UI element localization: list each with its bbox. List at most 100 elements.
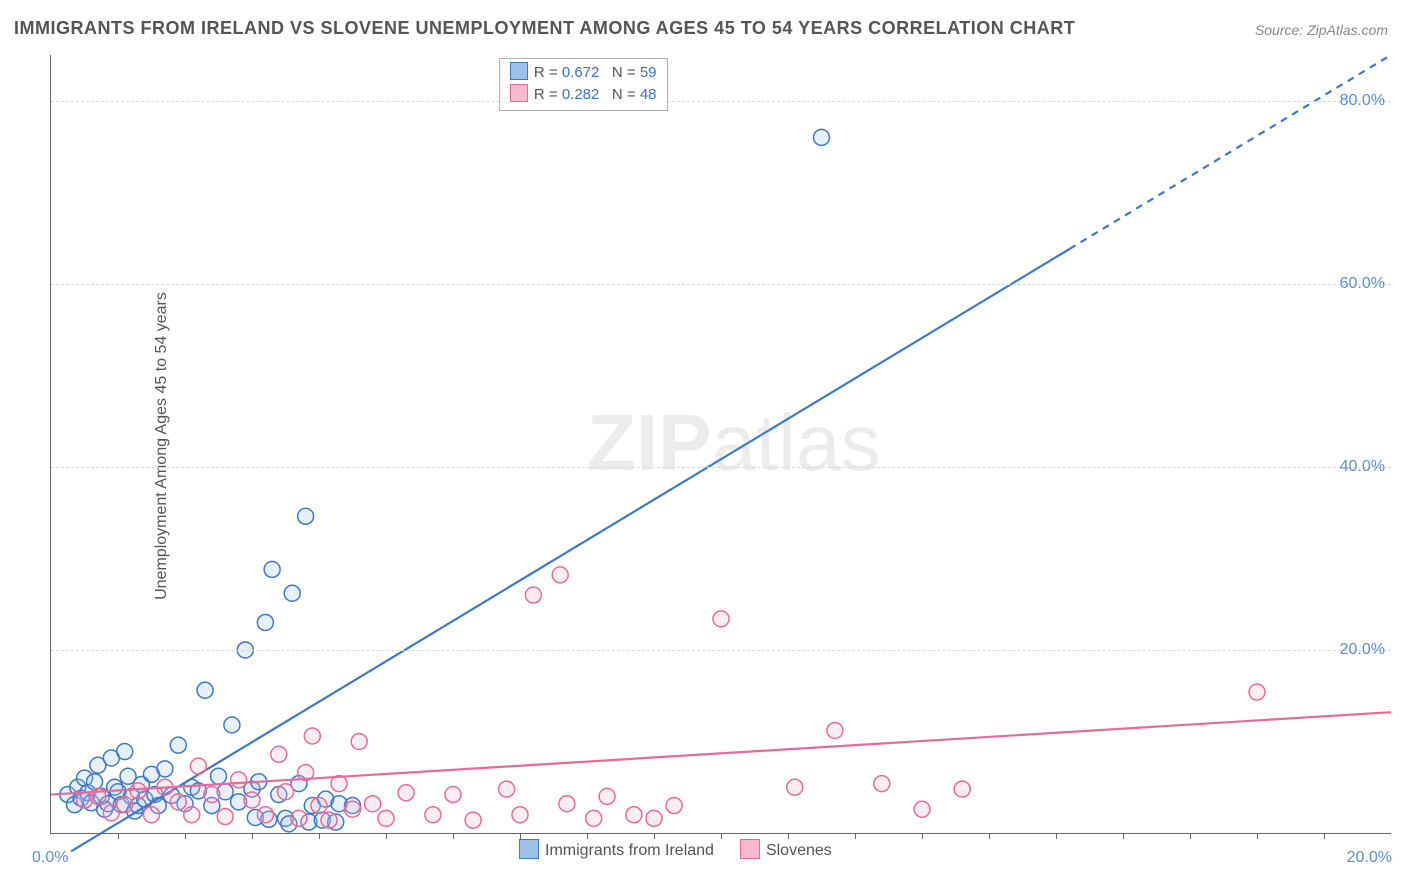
slovenes-point — [217, 809, 233, 825]
x-tick — [989, 833, 990, 839]
slovenes-point — [954, 781, 970, 797]
x-tick — [453, 833, 454, 839]
slovenes-point — [117, 797, 133, 813]
ireland-trendline-extrapolated — [1069, 55, 1391, 249]
x-tick — [1123, 833, 1124, 839]
x-tick — [319, 833, 320, 839]
ireland-point — [224, 717, 240, 733]
legend-series-label: Slovenes — [766, 842, 832, 859]
slovenes-point — [499, 781, 515, 797]
ireland-point — [197, 682, 213, 698]
ireland-point — [170, 737, 186, 753]
x-tick — [1257, 833, 1258, 839]
legend-swatch — [740, 839, 760, 859]
correlation-legend: R = 0.672 N = 59R = 0.282 N = 48 — [499, 58, 668, 111]
slovenes-point — [184, 807, 200, 823]
slovenes-point — [559, 796, 575, 812]
legend-row-slovenes: R = 0.282 N = 48 — [510, 84, 657, 106]
slovenes-point — [465, 812, 481, 828]
legend-r-label: R = — [534, 64, 562, 81]
legend-swatch — [510, 62, 528, 80]
slovenes-point — [599, 788, 615, 804]
chart-container: IMMIGRANTS FROM IRELAND VS SLOVENE UNEMP… — [0, 0, 1406, 892]
legend-item-slovenes: Slovenes — [740, 842, 832, 859]
legend-series-label: Immigrants from Ireland — [545, 842, 714, 859]
ireland-trendline — [71, 249, 1069, 851]
slovenes-point — [787, 779, 803, 795]
legend-n-value: 48 — [640, 86, 657, 103]
ireland-point — [284, 585, 300, 601]
slovenes-point — [291, 810, 307, 826]
slovenes-point — [278, 784, 294, 800]
y-tick-label: 20.0% — [1340, 641, 1385, 659]
slovenes-point — [244, 792, 260, 808]
slovenes-point — [646, 810, 662, 826]
slovenes-point — [398, 785, 414, 801]
slovenes-point — [626, 807, 642, 823]
y-tick-label: 80.0% — [1340, 92, 1385, 110]
y-tick-label: 60.0% — [1340, 275, 1385, 293]
ireland-point — [211, 768, 227, 784]
slovenes-point — [512, 807, 528, 823]
x-tick — [185, 833, 186, 839]
slovenes-point — [271, 746, 287, 762]
slovenes-point — [827, 722, 843, 738]
slovenes-point — [170, 794, 186, 810]
slovenes-point — [204, 787, 220, 803]
x-axis-end-label: 20.0% — [1347, 849, 1392, 867]
slovenes-point — [345, 801, 361, 817]
slovenes-point — [525, 587, 541, 603]
slovenes-point — [1249, 684, 1265, 700]
ireland-point — [264, 561, 280, 577]
legend-swatch — [510, 84, 528, 102]
legend-row-ireland: R = 0.672 N = 59 — [510, 62, 657, 84]
legend-n-label: N = — [612, 64, 640, 81]
slovenes-point — [586, 810, 602, 826]
legend-r-value: 0.672 — [562, 64, 600, 81]
x-tick — [252, 833, 253, 839]
ireland-point — [298, 508, 314, 524]
ireland-point — [87, 774, 103, 790]
slovenes-point — [914, 801, 930, 817]
ireland-point — [157, 761, 173, 777]
slovenes-point — [351, 733, 367, 749]
y-tick-label: 40.0% — [1340, 458, 1385, 476]
slovenes-point — [144, 807, 160, 823]
x-axis-origin-label: 0.0% — [32, 849, 68, 867]
ireland-point — [117, 744, 133, 760]
legend-r-label: R = — [534, 86, 562, 103]
legend-n-value: 59 — [640, 64, 657, 81]
plot-svg — [51, 55, 1391, 833]
x-tick — [922, 833, 923, 839]
slovenes-point — [321, 812, 337, 828]
slovenes-point — [130, 783, 146, 799]
x-tick — [386, 833, 387, 839]
x-tick — [1190, 833, 1191, 839]
slovenes-point — [365, 796, 381, 812]
legend-swatch — [519, 839, 539, 859]
legend-n-label: N = — [612, 86, 640, 103]
x-tick — [118, 833, 119, 839]
legend-r-value: 0.282 — [562, 86, 600, 103]
slovenes-point — [445, 787, 461, 803]
legend-item-ireland: Immigrants from Ireland — [519, 842, 714, 859]
ireland-point — [814, 129, 830, 145]
gridline — [51, 650, 1391, 651]
slovenes-trendline — [51, 712, 1391, 794]
x-tick — [1056, 833, 1057, 839]
plot-area: ZIPatlas 20.0%40.0%60.0%80.0% — [50, 55, 1391, 834]
slovenes-point — [304, 728, 320, 744]
slovenes-point — [552, 567, 568, 583]
slovenes-point — [874, 776, 890, 792]
slovenes-point — [231, 772, 247, 788]
x-tick — [1324, 833, 1325, 839]
source-label: Source: ZipAtlas.com — [1255, 22, 1388, 38]
slovenes-point — [190, 758, 206, 774]
gridline — [51, 284, 1391, 285]
slovenes-point — [713, 611, 729, 627]
gridline — [51, 101, 1391, 102]
series-legend: Immigrants from Ireland Slovenes — [519, 839, 858, 860]
slovenes-point — [425, 807, 441, 823]
slovenes-point — [257, 807, 273, 823]
ireland-point — [257, 614, 273, 630]
